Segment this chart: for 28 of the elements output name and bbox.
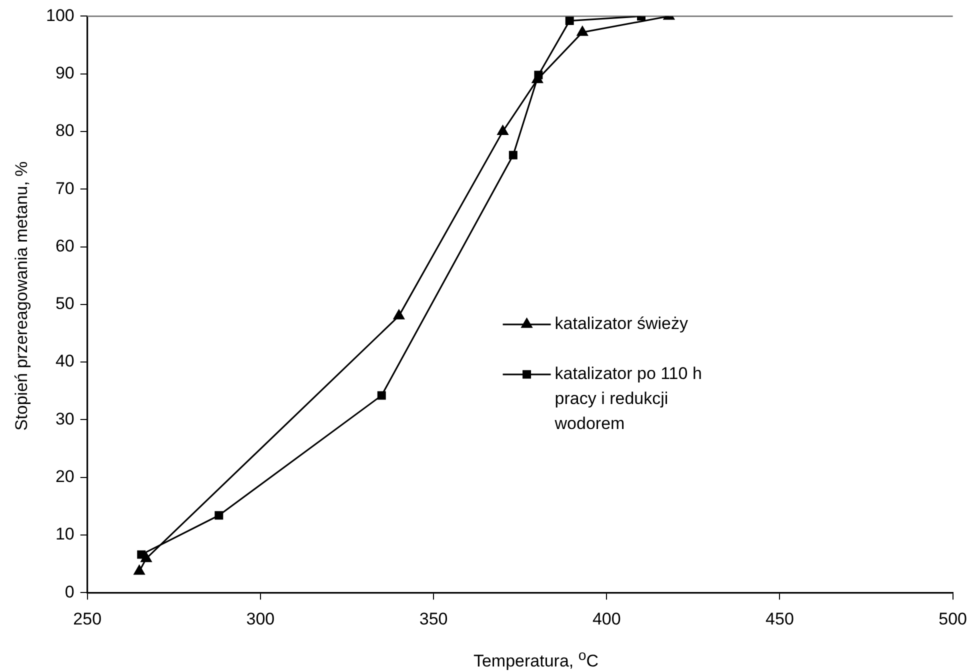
x-tick-label: 450 — [766, 609, 794, 628]
point — [140, 552, 152, 562]
y-tick-label: 90 — [55, 64, 74, 83]
y-tick-label: 70 — [55, 178, 74, 198]
y-tick-label: 30 — [55, 409, 74, 428]
x-tick-label: 400 — [592, 609, 621, 628]
x-tick-label: 300 — [246, 609, 275, 628]
point — [392, 308, 405, 320]
y-tick-label: 20 — [55, 467, 74, 486]
legend-label: katalizator świeży — [554, 314, 688, 334]
y-tick-label: 10 — [55, 524, 74, 544]
y-axis-title: Stopień przereagowania metanu, % — [12, 161, 32, 431]
legend-label: katalizator po 110 h pracy i redukcji wodorem — [554, 364, 702, 434]
y-tick-label: 80 — [55, 121, 74, 140]
y-tick-label: 40 — [55, 352, 74, 371]
x-tick-label: 250 — [73, 609, 102, 628]
point — [214, 511, 224, 520]
x-tick-label: 350 — [419, 609, 448, 628]
y-tick-label: 50 — [55, 294, 74, 314]
point — [508, 150, 518, 160]
y-tick-label: 60 — [55, 236, 74, 256]
x-tick-label: 500 — [938, 609, 968, 628]
point — [565, 16, 574, 26]
y-tick-label: 100 — [46, 6, 74, 25]
point — [133, 564, 146, 575]
point — [377, 391, 386, 400]
x-axis-title: Temperatura, $^{o}$C — [473, 648, 599, 672]
y-tick-label: 0 — [64, 582, 74, 602]
